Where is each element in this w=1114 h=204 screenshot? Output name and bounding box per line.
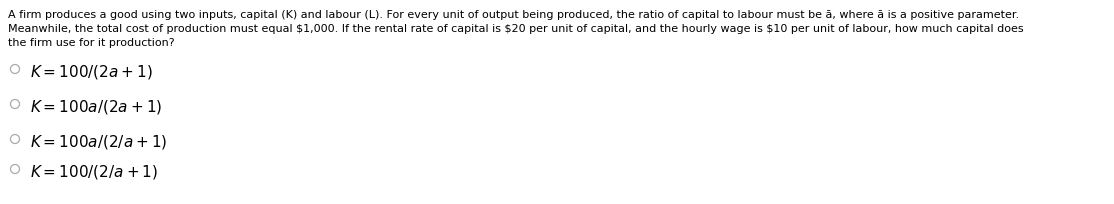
Text: Meanwhile, the total cost of production must equal $1,000. If the rental rate of: Meanwhile, the total cost of production …	[8, 24, 1024, 34]
Text: $\mathit{K}=100/(2\mathit{a}+1)$: $\mathit{K}=100/(2\mathit{a}+1)$	[30, 63, 153, 81]
Text: the firm use for it production?: the firm use for it production?	[8, 38, 175, 48]
Text: $\mathit{K}=100\mathit{a}/(2/\mathit{a}+1)$: $\mathit{K}=100\mathit{a}/(2/\mathit{a}+…	[30, 133, 167, 151]
Text: A firm produces a good using two inputs, capital (K) and labour (L). For every u: A firm produces a good using two inputs,…	[8, 10, 1019, 20]
Text: $\mathit{K}=100\mathit{a}/(2\mathit{a}+1)$: $\mathit{K}=100\mathit{a}/(2\mathit{a}+1…	[30, 98, 163, 116]
Text: $\mathit{K}=100/(2/\mathit{a}+1)$: $\mathit{K}=100/(2/\mathit{a}+1)$	[30, 163, 158, 181]
